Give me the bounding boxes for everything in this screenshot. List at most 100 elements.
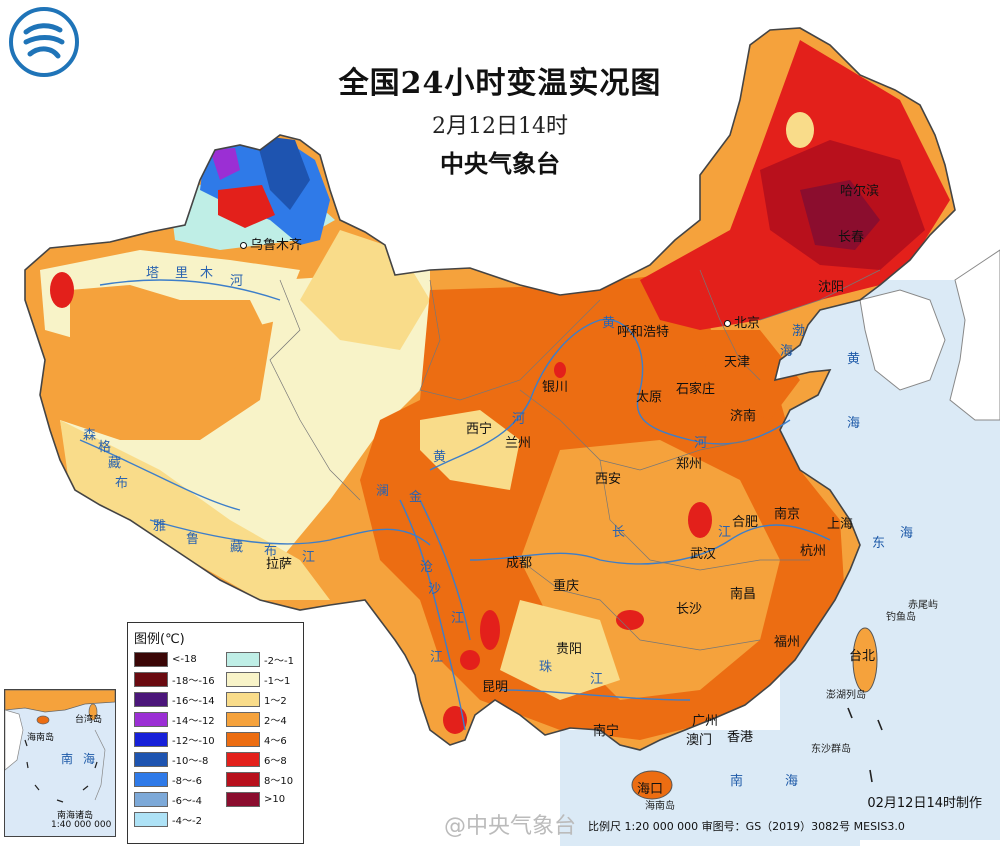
legend-item: -16～-14 — [134, 691, 226, 708]
island-label: 海南岛 — [645, 801, 675, 812]
city-label: 哈尔滨 — [840, 184, 880, 199]
river-label: 塔 — [146, 266, 160, 281]
legend-label: -10～-8 — [172, 756, 209, 767]
watermark-text: @中央气象台 — [444, 814, 577, 839]
legend-swatch — [134, 692, 168, 707]
inset-hainan-label: 海南岛 — [27, 733, 55, 743]
legend-label: 8～10 — [264, 776, 294, 787]
city-label: 郑州 — [676, 457, 703, 472]
city-label: 海口 — [637, 782, 664, 797]
river-label: 河 — [512, 412, 526, 427]
city-label: 石家庄 — [676, 382, 716, 397]
sea-label-bohai: 渤 — [792, 324, 806, 339]
island-label: 东沙群岛 — [811, 744, 851, 755]
city-label: 南京 — [774, 507, 801, 522]
city-label: 拉萨 — [266, 557, 293, 572]
sea-label-east: 海 — [900, 526, 914, 541]
map-scale-note: 比例尺 1:20 000 000 审图号：GS（2019）3082号 MESIS… — [588, 820, 905, 833]
sea-label-east: 东 — [872, 536, 886, 551]
map-organization: 中央气象台 — [440, 150, 560, 178]
city-label: 长沙 — [676, 602, 703, 617]
inset-map — [5, 690, 115, 803]
china-border — [24, 27, 956, 751]
sea-label-yellow: 海 — [847, 416, 861, 431]
map-title: 全国24小时变温实况图 — [338, 66, 662, 101]
city-label: 南宁 — [593, 724, 620, 739]
city-label: 贵阳 — [556, 642, 583, 657]
legend-item: -4～-2 — [134, 811, 226, 828]
city-label: 北京 — [724, 312, 760, 331]
river-label: 黄 — [602, 316, 616, 331]
river-label: 藏 — [230, 540, 244, 555]
river-label: 藏 — [108, 456, 122, 471]
city-dot-icon — [724, 320, 731, 327]
legend-label: -14～-12 — [172, 716, 215, 727]
title-block: 全国24小时变温实况图 2月12日14时 中央气象台 — [0, 58, 1000, 179]
legend-swatch — [226, 652, 260, 667]
river-label: 黄 — [433, 450, 447, 465]
river-label: 雅 — [153, 519, 167, 534]
city-label: 台北 — [849, 649, 876, 664]
inset-taiwan-label: 台湾岛 — [75, 715, 103, 725]
legend-item: 2～4 — [226, 711, 304, 728]
legend-item: -10～-8 — [134, 751, 226, 768]
island-label: 赤尾屿 — [908, 600, 938, 611]
river-label: 澜 — [376, 484, 390, 499]
legend-item: >10 — [226, 791, 304, 808]
production-time: 02月12日14时制作 — [867, 796, 982, 811]
legend-label: -4～-2 — [172, 816, 202, 827]
city-label: 上海 — [827, 517, 854, 532]
river-label: 鲁 — [186, 532, 200, 547]
river-label: 格 — [98, 440, 112, 455]
city-label: 兰州 — [505, 436, 532, 451]
legend-swatch — [226, 712, 260, 727]
legend-label: -6～-4 — [172, 796, 202, 807]
legend-item: 1～2 — [226, 691, 304, 708]
legend-swatch — [134, 812, 168, 827]
legend-label: <-18 — [172, 654, 197, 665]
cma-logo-icon — [9, 7, 79, 77]
legend-swatch — [134, 792, 168, 807]
city-label: 香港 — [727, 730, 754, 745]
city-label: 澳门 — [686, 733, 713, 748]
legend-item: 8～10 — [226, 771, 304, 788]
legend-item: 6～8 — [226, 751, 304, 768]
legend-swatch — [134, 772, 168, 787]
legend-swatch — [226, 732, 260, 747]
river-label: 里 — [175, 266, 189, 281]
legend-label: >10 — [264, 794, 286, 805]
city-label: 南昌 — [730, 587, 757, 602]
city-label: 长春 — [838, 230, 865, 245]
river-label: 森 — [83, 428, 97, 443]
legend-item: -12～-10 — [134, 731, 226, 748]
taiwan-island — [852, 627, 878, 693]
korea-peninsula — [859, 289, 946, 391]
legend-swatch — [134, 712, 168, 727]
city-label: 西安 — [595, 472, 622, 487]
legend-label: 6～8 — [264, 756, 287, 767]
river-lines — [79, 279, 831, 731]
legend-swatch — [226, 772, 260, 787]
city-label: 呼和浩特 — [617, 325, 670, 340]
legend-label: -2～-1 — [264, 656, 294, 667]
city-label: 福州 — [774, 635, 801, 650]
river-label: 江 — [718, 525, 732, 540]
legend-swatch — [226, 692, 260, 707]
city-label: 济南 — [730, 409, 757, 424]
city-label: 重庆 — [553, 579, 580, 594]
island-label: 钓鱼岛 — [886, 612, 916, 623]
river-label: 布 — [115, 476, 129, 491]
legend-item: -6～-4 — [134, 791, 226, 808]
sea-label-south: 海 — [785, 774, 799, 789]
river-label: 江 — [430, 650, 444, 665]
sea-label-south: 南 — [730, 774, 744, 789]
river-label: 河 — [230, 274, 244, 289]
city-dot-icon — [240, 242, 247, 249]
legend-item: -18～-16 — [134, 671, 226, 688]
map-time: 2月12日14时 — [432, 114, 568, 139]
legend-item: -1～1 — [226, 671, 304, 688]
japan-islands — [949, 249, 1000, 421]
legend-grid: <-18 -2～-1 -18～-16 -1～1 -16～-14 1～2 -14～-12 2～4… — [134, 651, 304, 828]
legend-label: -16～-14 — [172, 696, 215, 707]
